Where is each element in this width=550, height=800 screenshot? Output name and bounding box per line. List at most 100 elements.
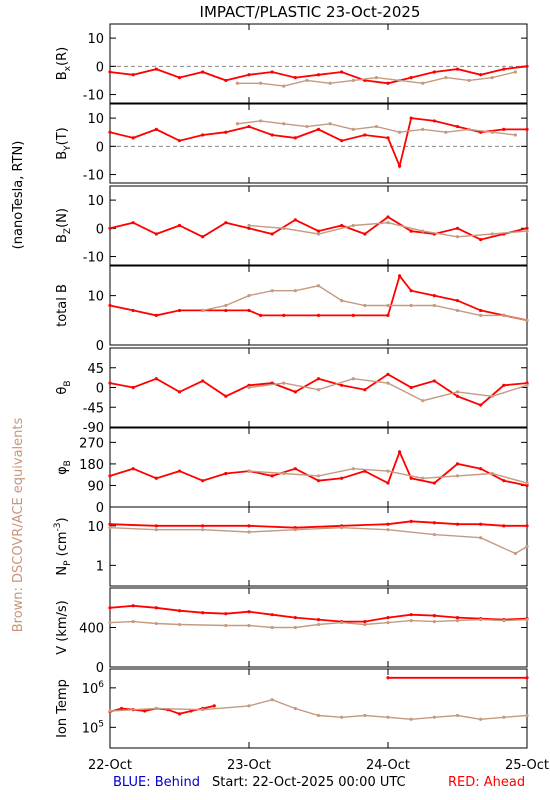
data-point-ahead [270,232,274,236]
panel-frame [109,427,528,508]
data-point-ahead [525,226,529,230]
data-point-dscovr [444,130,448,134]
panel-8: 0 400 V (km/s) [55,587,529,676]
series-ahead [109,117,527,170]
data-point-dscovr [108,709,112,713]
data-point-ahead [282,313,286,317]
data-point-ahead [293,76,297,80]
panel-3: -10 0 10 BZ(N) [55,185,529,266]
data-point-dscovr [282,226,286,230]
data-point-ahead [224,308,228,313]
panel-5: -90 -45 0 45 θB [55,347,529,436]
data-point-ahead [409,116,413,120]
data-point-dscovr [386,381,390,385]
data-point-dscovr [525,713,529,718]
data-point-dscovr [513,70,518,74]
y-tick-label: 10 [87,520,104,535]
data-point-ahead [316,127,321,131]
footer-start-label: Start: 22-Oct-2025 00:00 UTC [212,775,406,790]
data-point-dscovr [235,81,240,85]
series-ahead [109,273,528,322]
data-point-dscovr [235,122,240,126]
data-point-ahead [409,476,413,480]
data-point-ahead [154,377,158,381]
data-point-ahead [479,403,483,407]
data-point-dscovr [502,313,506,317]
data-point-dscovr [421,399,425,403]
data-point-dscovr [328,122,332,126]
data-point-ahead [224,394,228,398]
data-point-ahead [224,471,228,476]
data-point-dscovr [340,620,344,625]
data-point-ahead [154,606,158,610]
data-point-ahead [316,229,321,233]
y-tick-label: 90 [87,479,104,494]
y-tick-label: 10 [87,290,104,305]
data-point-dscovr [490,471,494,476]
y-tick-label: 0 [96,140,104,155]
y-tick-label: 45 [87,362,104,377]
data-point-dscovr [316,713,321,718]
data-point-dscovr [363,303,367,308]
data-point-ahead [177,390,182,394]
data-point-dscovr [247,623,251,628]
data-point-dscovr [525,481,529,485]
data-point-ahead [386,136,390,140]
data-point-ahead [386,313,390,317]
data-point-dscovr [108,620,112,625]
data-point-ahead [154,524,158,528]
data-point-dscovr [224,303,228,308]
y-tick-label: -90 [83,421,104,436]
data-point-dscovr [270,698,274,702]
panel-9: 105 106 Ion Temp [55,668,529,749]
data-point-dscovr [386,715,390,719]
data-point-ahead [316,377,321,381]
data-point-ahead [502,383,506,387]
data-point-ahead [247,73,251,77]
data-point-ahead [340,70,344,74]
data-point-dscovr [455,618,460,623]
data-point-ahead [363,619,367,624]
data-point-ahead [397,274,402,278]
data-point-dscovr [479,313,483,317]
data-point-dscovr [351,377,355,381]
x-tick-label: 22-Oct [88,758,132,773]
data-point-ahead [224,221,228,225]
data-point-ahead [386,481,390,485]
data-point-dscovr [340,526,344,530]
data-point-dscovr [201,308,205,313]
series-dscovr [109,618,528,629]
data-point-dscovr [409,717,413,721]
data-point-ahead [479,73,483,77]
data-point-ahead [316,313,321,317]
y-axis-label: NP (cm-3) [53,517,73,575]
data-point-ahead [397,164,402,168]
data-point-dscovr [455,390,460,394]
data-point-ahead [189,709,193,713]
data-point-ahead [224,612,228,616]
data-point-dscovr [432,715,436,719]
data-point-ahead [201,70,205,74]
data-point-dscovr [316,284,321,288]
data-point-dscovr [467,127,471,131]
data-point-dscovr [282,84,286,88]
data-point-dscovr [247,294,251,298]
y-axis-label: BZ(N) [55,208,73,243]
data-point-ahead [270,613,274,617]
data-point-dscovr [316,232,321,236]
data-point-dscovr [479,536,483,540]
data-point-ahead [293,616,297,620]
y-axis-label: BY(T) [55,127,73,160]
data-point-dscovr [201,528,205,532]
data-point-ahead [224,130,228,134]
data-point-dscovr [293,706,297,711]
data-point-dscovr [363,713,367,718]
data-point-dscovr [421,127,425,131]
series-ahead [109,520,527,529]
data-point-dscovr [258,119,263,123]
data-point-dscovr [316,622,321,627]
data-point-ahead [201,611,205,615]
data-point-ahead [143,709,147,713]
data-point-ahead [409,229,413,233]
